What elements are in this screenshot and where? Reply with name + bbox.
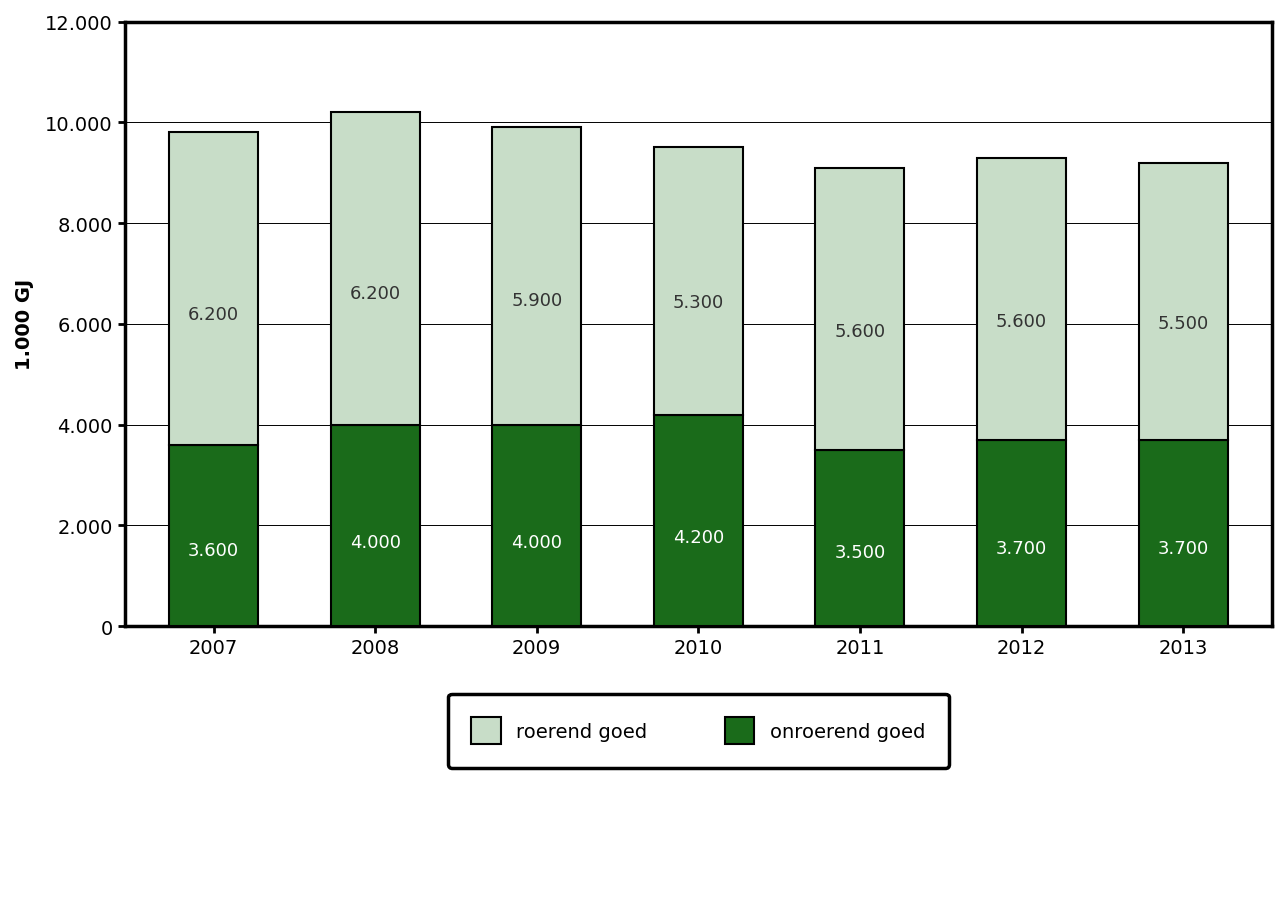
Bar [1139, 164, 1228, 440]
Text: 3.700: 3.700 [996, 539, 1048, 557]
Bar [331, 113, 420, 425]
Text: 4.000: 4.000 [511, 533, 562, 551]
Bar [977, 158, 1066, 440]
Bar [493, 425, 582, 627]
Text: 4.000: 4.000 [350, 533, 400, 551]
Bar [816, 450, 905, 627]
Bar [169, 133, 257, 446]
Bar [169, 446, 257, 627]
Text: 3.600: 3.600 [188, 541, 239, 560]
Text: 5.900: 5.900 [511, 291, 562, 310]
Bar [816, 168, 905, 450]
Bar [977, 440, 1066, 627]
Y-axis label: 1.000 GJ: 1.000 GJ [15, 279, 33, 370]
Bar [654, 148, 743, 415]
Text: 3.500: 3.500 [834, 543, 885, 562]
Text: 6.200: 6.200 [188, 305, 239, 323]
Text: 5.300: 5.300 [673, 294, 725, 312]
Text: 3.700: 3.700 [1157, 539, 1208, 557]
Text: 5.600: 5.600 [834, 323, 885, 341]
Text: 5.500: 5.500 [1157, 315, 1208, 333]
Text: 5.600: 5.600 [996, 312, 1048, 331]
Text: 6.200: 6.200 [350, 285, 400, 303]
Legend: roerend goed, onroerend goed: roerend goed, onroerend goed [448, 694, 949, 768]
Bar [493, 128, 582, 425]
Bar [331, 425, 420, 627]
Bar [654, 415, 743, 627]
Text: 4.200: 4.200 [673, 528, 725, 547]
Bar [1139, 440, 1228, 627]
